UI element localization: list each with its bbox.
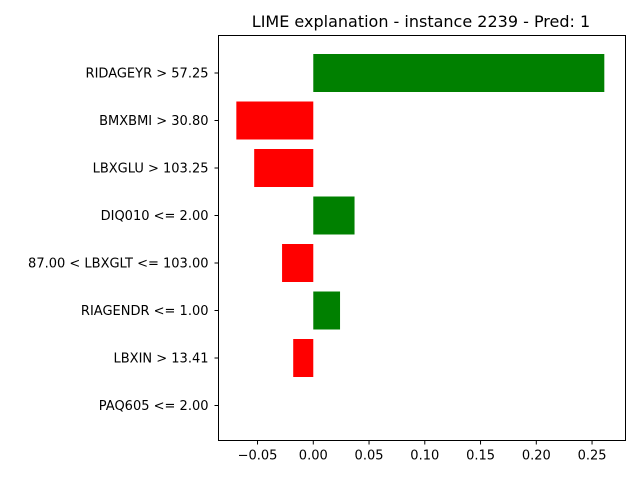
y-tick-label-2: LBXGLU > 103.25: [93, 162, 209, 177]
bar-5: [313, 291, 341, 330]
y-tick-label-3: DIQ010 <= 2.00: [101, 209, 209, 224]
x-tick-label-3: 0.10: [410, 449, 439, 464]
x-tick-label-4: 0.15: [466, 449, 495, 464]
chart-title: LIME explanation - instance 2239 - Pred:…: [252, 12, 590, 31]
x-tick-label-2: 0.05: [355, 449, 384, 464]
y-tick-label-4: 87.00 < LBXGLT <= 103.00: [28, 257, 208, 272]
bar-2: [254, 149, 314, 187]
bar-3: [313, 196, 355, 235]
y-tick-label-6: LBXIN > 13.41: [114, 352, 209, 367]
bars-group: [236, 54, 605, 377]
y-tick-label-5: RIAGENDR <= 1.00: [81, 304, 209, 319]
x-tick-label-5: 0.20: [522, 449, 551, 464]
bar-0: [313, 54, 605, 92]
bar-1: [236, 101, 314, 140]
x-axis: −0.05 0.00 0.05 0.10 0.15 0.20 0.25: [238, 440, 607, 464]
y-axis: RIDAGEYR > 57.25 BMXBMI > 30.80 LBXGLU > 1…: [28, 67, 219, 414]
y-tick-label-0: RIDAGEYR > 57.25: [86, 67, 209, 82]
x-tick-label-0: −0.05: [238, 449, 278, 464]
x-tick-label-1: 0.00: [299, 449, 328, 464]
y-tick-label-1: BMXBMI > 30.80: [99, 114, 208, 129]
x-tick-label-6: 0.25: [578, 449, 607, 464]
plot-frame: [218, 35, 626, 441]
y-tick-label-7: PAQ605 <= 2.00: [99, 399, 209, 414]
bar-6: [293, 339, 314, 377]
bar-4: [282, 244, 314, 282]
